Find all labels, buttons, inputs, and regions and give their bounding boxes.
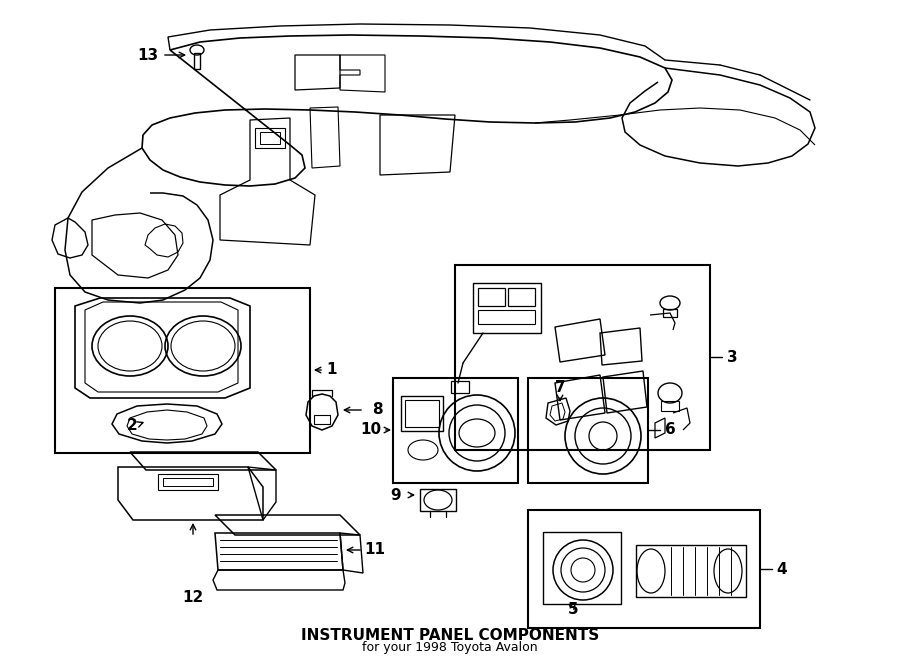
Bar [508,288,535,306]
Text: 6: 6 [664,422,675,438]
Bar [194,53,200,69]
Bar [405,400,439,427]
Text: INSTRUMENT PANEL COMPONENTS: INSTRUMENT PANEL COMPONENTS [301,627,599,642]
Bar [255,128,285,148]
Bar [55,288,310,453]
Bar [473,283,541,333]
Text: 9: 9 [391,488,401,502]
Text: 12: 12 [183,590,203,605]
Bar [636,545,746,597]
Bar [455,265,710,450]
Bar [401,396,443,431]
Text: 5: 5 [568,602,579,617]
Bar [543,532,621,604]
Bar [528,378,648,483]
Bar [478,288,505,306]
Bar [451,381,469,393]
Text: 1: 1 [327,362,338,377]
Bar [663,309,677,317]
Bar [393,378,518,483]
Text: 4: 4 [777,561,788,576]
Text: 2: 2 [127,418,138,434]
Text: for your 1998 Toyota Avalon: for your 1998 Toyota Avalon [362,641,538,654]
Text: 13: 13 [138,48,158,63]
Bar [260,132,280,144]
Text: 3: 3 [726,350,737,364]
Bar [420,489,456,511]
Bar [528,510,760,628]
Text: 7: 7 [554,381,565,395]
Text: 11: 11 [364,543,385,557]
Text: 8: 8 [372,403,382,418]
Text: 10: 10 [360,422,382,438]
Bar [478,310,535,324]
Bar [661,401,679,411]
